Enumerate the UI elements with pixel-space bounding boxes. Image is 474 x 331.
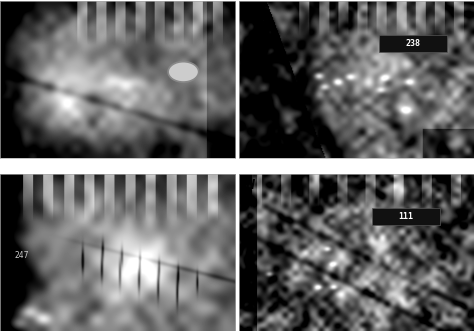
Text: 111: 111: [398, 212, 413, 221]
Text: d: d: [246, 179, 255, 192]
FancyBboxPatch shape: [372, 208, 440, 225]
Text: c: c: [7, 179, 14, 192]
Text: 238: 238: [405, 39, 420, 48]
Text: b: b: [246, 6, 255, 19]
FancyBboxPatch shape: [379, 35, 447, 52]
Text: a: a: [7, 6, 16, 19]
Text: 247: 247: [14, 251, 28, 260]
Circle shape: [168, 62, 199, 82]
